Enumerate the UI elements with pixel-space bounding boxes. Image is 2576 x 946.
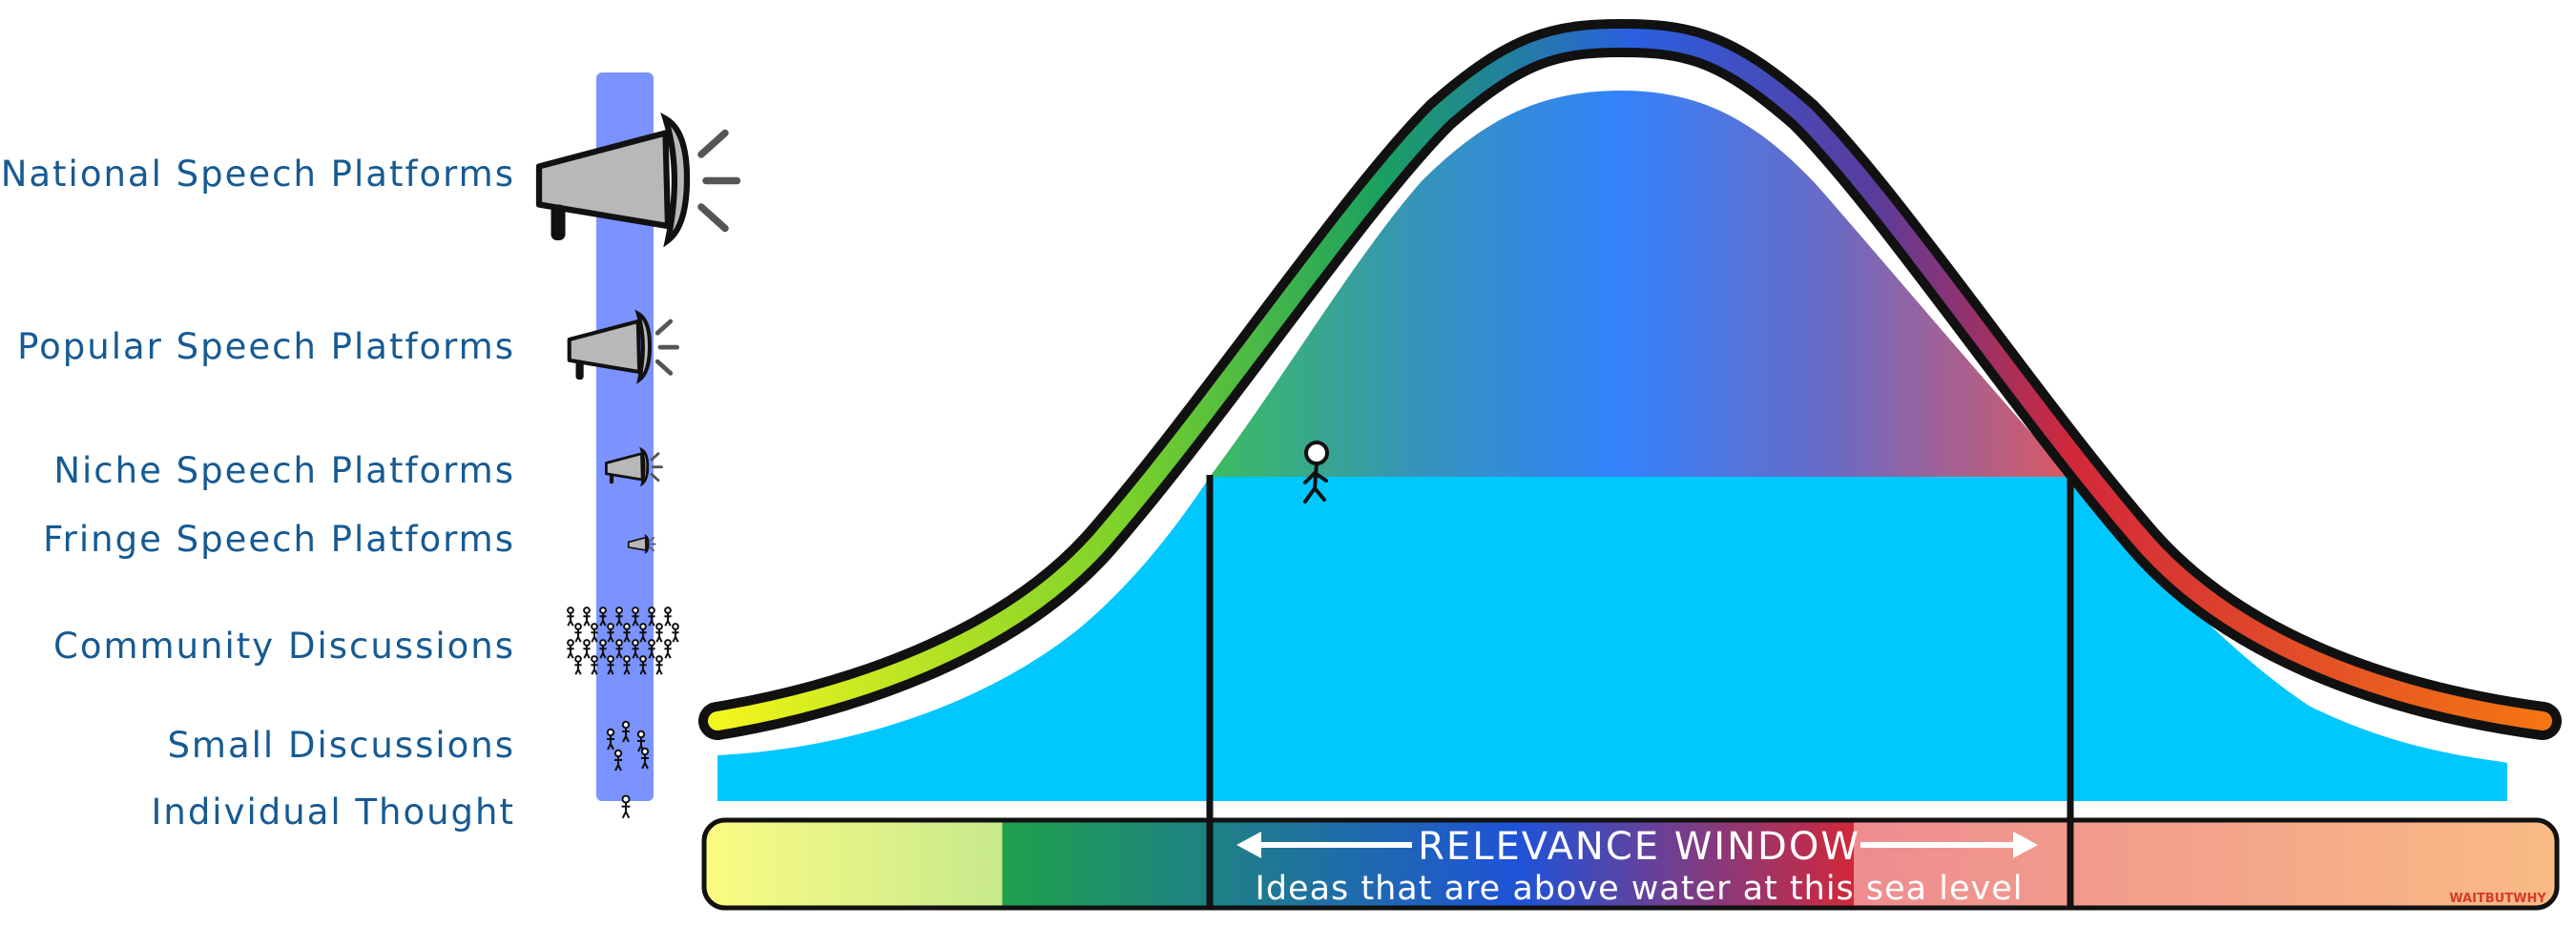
platform-pole [596, 72, 654, 801]
person-icon [583, 607, 591, 627]
label-small-discussions: Small Discussions [167, 725, 515, 766]
person-icon [664, 639, 672, 659]
stick-figure-icon [621, 794, 631, 819]
person-icon [599, 639, 607, 659]
person-icon [655, 623, 663, 643]
person-icon [607, 655, 614, 675]
person-icon [615, 607, 623, 627]
person-icon [567, 639, 574, 659]
stick-figure-icon [1303, 441, 1329, 504]
person-icon [599, 607, 607, 627]
person-icon [632, 639, 639, 659]
label-individual-thought: Individual Thought [151, 792, 515, 833]
person-icon [623, 655, 631, 675]
person-icon [664, 607, 672, 627]
window-right-arrow [1860, 832, 2038, 858]
person-icon [623, 623, 631, 643]
person-icon [639, 655, 647, 675]
person-icon [606, 728, 615, 751]
person-icon [639, 623, 647, 643]
person-icon [672, 623, 679, 643]
bell-curve [708, 28, 2552, 730]
water-area [717, 477, 2507, 801]
person-icon [567, 607, 574, 627]
person-icon [632, 607, 639, 627]
person-icon [648, 607, 655, 627]
label-fringe-speech-platforms: Fringe Speech Platforms [43, 519, 515, 560]
person-icon [574, 655, 582, 675]
window-subtitle: Ideas that are above water at this sea l… [1256, 870, 2024, 908]
person-icon [621, 720, 631, 743]
person-icon [636, 730, 646, 752]
megaphone-icon [627, 533, 656, 555]
person-icon [615, 639, 623, 659]
person-icon [648, 639, 655, 659]
megaphone-icon [567, 309, 679, 385]
label-niche-speech-platforms: Niche Speech Platforms [53, 450, 515, 491]
person-icon [583, 639, 591, 659]
window-title: RELEVANCE WINDOW [1418, 825, 1860, 869]
sky-area [1210, 91, 2070, 477]
label-popular-speech-platforms: Popular Speech Platforms [17, 326, 515, 367]
label-community-discussions: Community Discussions [53, 626, 515, 667]
window-left-arrow [1236, 832, 1412, 858]
person-icon [640, 747, 650, 770]
megaphone-icon [605, 446, 663, 487]
person-icon [591, 655, 598, 675]
crowd-icon [606, 720, 650, 771]
person-icon [607, 623, 614, 643]
person-icon [613, 749, 623, 771]
person-icon [574, 623, 582, 643]
megaphone-icon [535, 112, 741, 248]
person-icon [621, 794, 631, 819]
person-icon [655, 655, 663, 675]
crowd-icon [567, 607, 679, 675]
relevance-bar [701, 817, 2560, 911]
label-national-speech-platforms: National Speech Platforms [0, 154, 515, 195]
person-icon [591, 623, 598, 643]
signature: WAITBUTWHY [2449, 892, 2546, 906]
